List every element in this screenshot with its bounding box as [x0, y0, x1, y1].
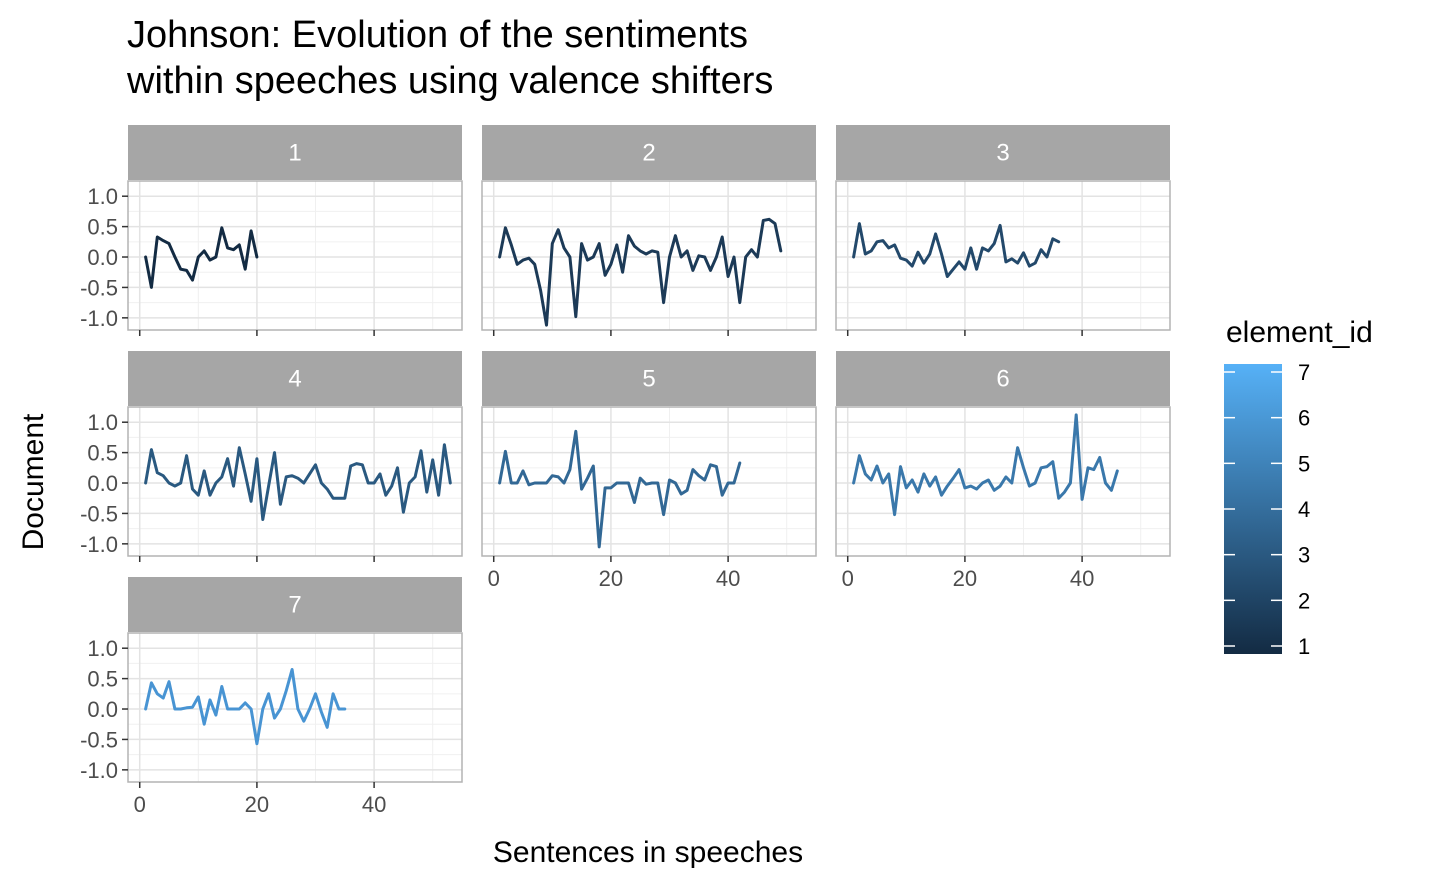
panel-1-y-tick-label: 0.0	[87, 245, 118, 270]
panel-1-strip	[128, 125, 462, 180]
panel-4-y-tick-label: 0.0	[87, 471, 118, 496]
panel-1-series-line	[144, 226, 259, 289]
panel-6-x-tick-label: 20	[953, 566, 977, 591]
panel-1-border	[127, 180, 463, 331]
panel-5-x-tick-label: 0	[488, 566, 500, 591]
panel-5-strip-label: 5	[642, 366, 655, 393]
panel-3-border	[835, 180, 1171, 331]
legend-label: 3	[1298, 543, 1310, 568]
panel-5-strip	[482, 351, 816, 406]
panel-6-strip	[836, 351, 1170, 406]
legend-label: 2	[1298, 588, 1310, 613]
panel-5-x-tick-label: 40	[716, 566, 740, 591]
panel-2-border	[481, 180, 817, 331]
panel-7-x-tick-label: 20	[245, 792, 269, 817]
panel-3-strip-label: 3	[996, 140, 1009, 167]
panel-1-y-tick-label: -0.5	[80, 275, 118, 300]
panel-5-x-tick-label: 20	[599, 566, 623, 591]
panel-7-strip	[128, 577, 462, 632]
legend-label: 4	[1298, 497, 1310, 522]
y-axis-title: Document	[17, 413, 50, 550]
panel-2-strip	[482, 125, 816, 180]
legend-label: 6	[1298, 406, 1310, 431]
legend-title: element_id	[1226, 316, 1373, 349]
panel-4-border	[127, 406, 463, 557]
legend-label: 5	[1298, 451, 1310, 476]
panel-5-series-line	[498, 429, 742, 549]
panel-1-y-tick-label: 1.0	[87, 184, 118, 209]
panel-7-y-tick-label: 0.0	[87, 697, 118, 722]
panel-4-y-tick-label: -0.5	[80, 501, 118, 526]
panel-4-strip	[128, 351, 462, 406]
panel-4-series-line	[144, 443, 452, 521]
x-axis-title: Sentences in speeches	[493, 836, 803, 869]
panel-7-x-tick-label: 40	[362, 792, 386, 817]
panel-6-strip-label: 6	[996, 366, 1009, 393]
panel-3-strip	[836, 125, 1170, 180]
panel-4-y-tick-label: 1.0	[87, 410, 118, 435]
panel-4-y-tick-label: 0.5	[87, 441, 118, 466]
panel-7-strip-label: 7	[288, 592, 301, 619]
panel-7-x-tick-label: 0	[134, 792, 146, 817]
panel-5-background	[482, 407, 816, 556]
panel-7-y-tick-label: -0.5	[80, 727, 118, 752]
panel-2-strip-label: 2	[642, 140, 655, 167]
panel-3-background	[836, 181, 1170, 330]
panel-6-border	[835, 406, 1171, 557]
panel-6-x-tick-label: 40	[1070, 566, 1094, 591]
panel-1-background	[128, 181, 462, 330]
chart-title: Johnson: Evolution of the sentiments wit…	[127, 14, 774, 102]
legend-label: 1	[1298, 634, 1310, 659]
panel-7-y-tick-label: 1.0	[87, 636, 118, 661]
panel-7-series-line	[144, 668, 347, 746]
legend-label: 7	[1298, 360, 1310, 385]
panel-7-y-tick-label: 0.5	[87, 667, 118, 692]
panel-1-y-tick-label: 0.5	[87, 215, 118, 240]
panel-5-border	[481, 406, 817, 557]
panel-2-background	[482, 181, 816, 330]
panel-4-strip-label: 4	[288, 366, 301, 393]
panel-4-y-tick-label: -1.0	[80, 532, 118, 557]
panel-7-border	[127, 632, 463, 783]
panel-6-x-tick-label: 0	[842, 566, 854, 591]
panel-1-y-tick-label: -1.0	[80, 306, 118, 331]
panel-1-strip-label: 1	[288, 140, 301, 167]
panel-4-background	[128, 407, 462, 556]
panel-3-series-line	[852, 222, 1061, 278]
panel-2-series-line	[498, 217, 783, 327]
panel-7-y-tick-label: -1.0	[80, 758, 118, 783]
panel-6-series-line	[852, 413, 1119, 517]
